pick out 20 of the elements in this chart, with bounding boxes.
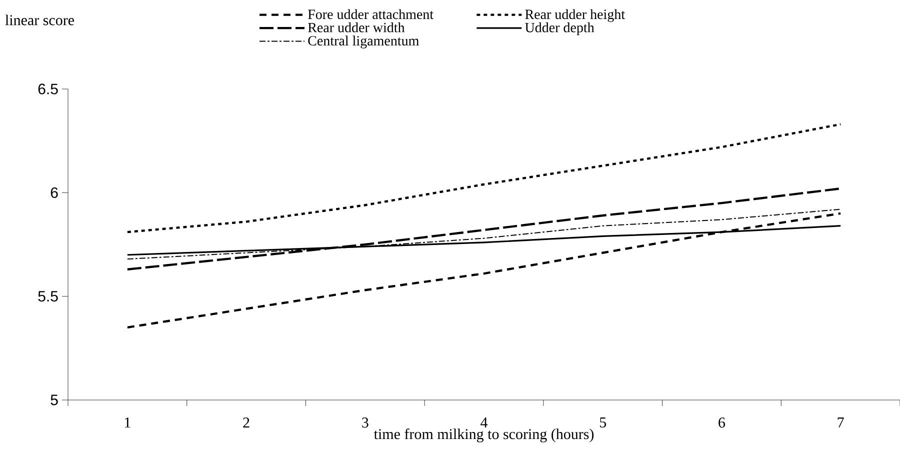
line-series [126, 123, 842, 234]
y-tick-label: 6.5 [38, 84, 58, 94]
x-tick-label: 6 [718, 418, 726, 428]
x-tick-label: 5 [600, 418, 606, 428]
line-series [126, 187, 842, 270]
legend-label: Central ligamentum [308, 36, 419, 48]
legend-label: Rear udder width [308, 22, 405, 32]
x-axis-title: time from milking to scoring (hours) [374, 428, 594, 442]
y-tick-label: 5 [50, 394, 58, 406]
x-tick-label: 7 [838, 418, 844, 428]
x-tick-label: 2 [243, 418, 250, 428]
x-tick-label: 3 [362, 418, 368, 428]
legend-label: Udder depth [525, 22, 594, 36]
legend-label: Fore udder attachment [308, 9, 434, 20]
y-tick-label: 5.5 [38, 291, 58, 302]
y-tick-label: 6 [50, 187, 58, 198]
x-tick-label: 4 [480, 418, 488, 428]
x-tick-label: 1 [125, 418, 130, 428]
y-axis-title: linear score [5, 14, 74, 26]
legend-label: Rear udder height [525, 9, 625, 22]
